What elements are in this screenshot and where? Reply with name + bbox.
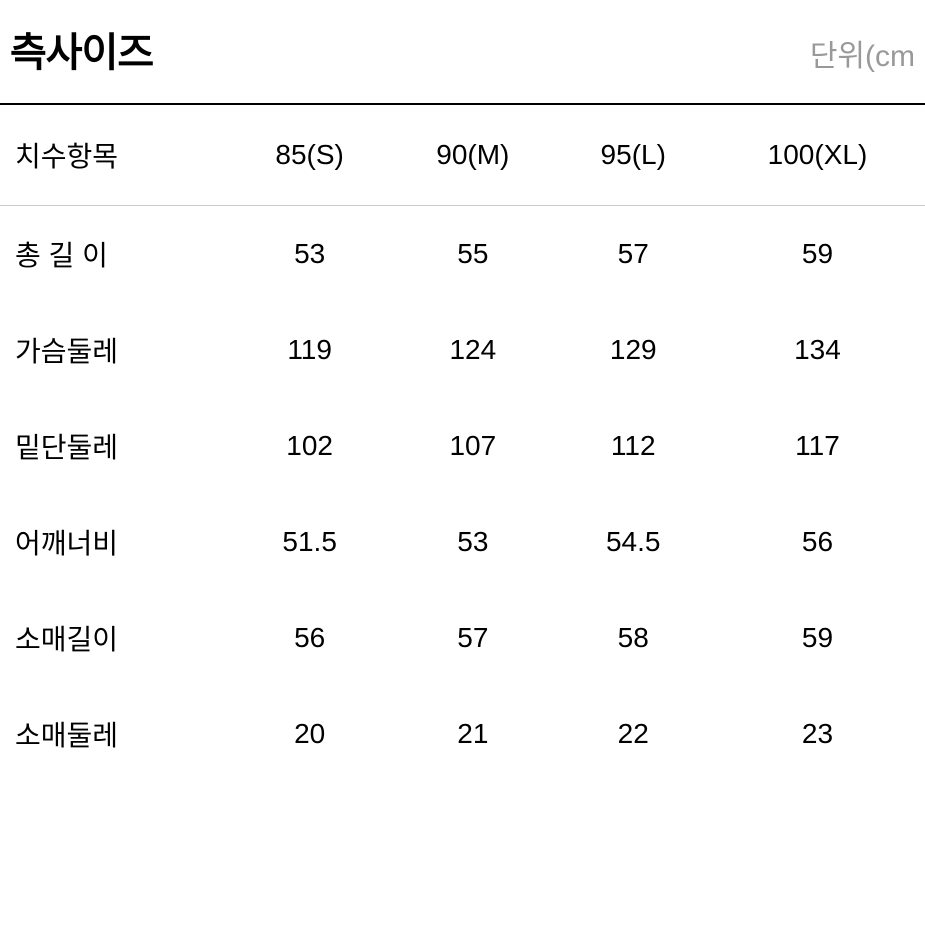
cell-value: 51.5: [230, 494, 389, 590]
column-header-measurement: 치수항목: [0, 104, 230, 206]
table-row: 가슴둘레 119 124 129 134: [0, 302, 925, 398]
cell-value: 59: [710, 206, 925, 303]
cell-value: 134: [710, 302, 925, 398]
cell-value: 21: [389, 686, 556, 782]
cell-value: 124: [389, 302, 556, 398]
table-header-section: 측사이즈 단위(cm: [0, 20, 925, 103]
row-label: 총 길 이: [0, 206, 230, 303]
cell-value: 54.5: [557, 494, 710, 590]
size-table-container: 측사이즈 단위(cm 치수항목 85(S) 90(M) 95(L) 100(XL…: [0, 0, 925, 782]
cell-value: 57: [557, 206, 710, 303]
cell-value: 23: [710, 686, 925, 782]
table-row: 밑단둘레 102 107 112 117: [0, 398, 925, 494]
row-label: 가슴둘레: [0, 302, 230, 398]
cell-value: 119: [230, 302, 389, 398]
cell-value: 56: [710, 494, 925, 590]
row-label: 소매길이: [0, 590, 230, 686]
cell-value: 107: [389, 398, 556, 494]
table-row: 소매둘레 20 21 22 23: [0, 686, 925, 782]
cell-value: 53: [230, 206, 389, 303]
cell-value: 59: [710, 590, 925, 686]
table-row: 총 길 이 53 55 57 59: [0, 206, 925, 303]
table-body: 총 길 이 53 55 57 59 가슴둘레 119 124 129 134 밑…: [0, 206, 925, 783]
column-header-size-xl: 100(XL): [710, 104, 925, 206]
unit-label: 단위(cm: [810, 31, 915, 75]
table-row: 소매길이 56 57 58 59: [0, 590, 925, 686]
table-header-row: 치수항목 85(S) 90(M) 95(L) 100(XL): [0, 104, 925, 206]
row-label: 어깨너비: [0, 494, 230, 590]
row-label: 밑단둘레: [0, 398, 230, 494]
cell-value: 102: [230, 398, 389, 494]
cell-value: 57: [389, 590, 556, 686]
cell-value: 112: [557, 398, 710, 494]
table-title: 측사이즈: [10, 20, 153, 78]
cell-value: 22: [557, 686, 710, 782]
cell-value: 129: [557, 302, 710, 398]
cell-value: 55: [389, 206, 556, 303]
cell-value: 58: [557, 590, 710, 686]
size-table: 치수항목 85(S) 90(M) 95(L) 100(XL) 총 길 이 53 …: [0, 103, 925, 782]
cell-value: 20: [230, 686, 389, 782]
column-header-size-s: 85(S): [230, 104, 389, 206]
cell-value: 53: [389, 494, 556, 590]
table-row: 어깨너비 51.5 53 54.5 56: [0, 494, 925, 590]
cell-value: 56: [230, 590, 389, 686]
column-header-size-m: 90(M): [389, 104, 556, 206]
cell-value: 117: [710, 398, 925, 494]
column-header-size-l: 95(L): [557, 104, 710, 206]
row-label: 소매둘레: [0, 686, 230, 782]
